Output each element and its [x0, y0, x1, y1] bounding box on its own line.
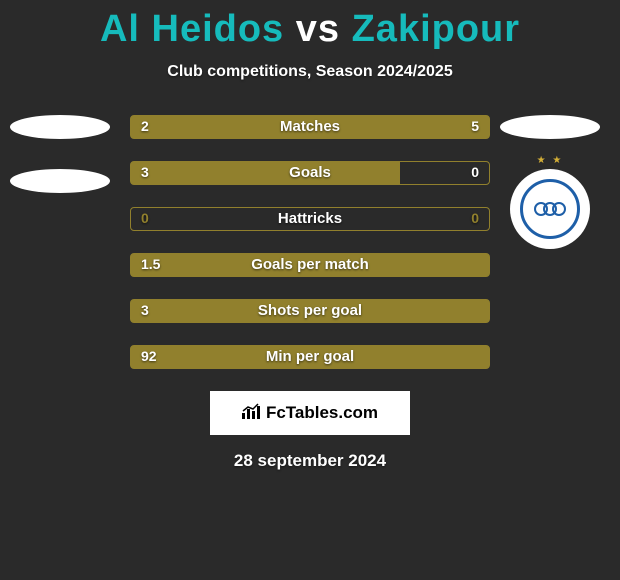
- stats-bars: 2 Matches 5 3 Goals 0 0 Hattricks 0 1.5 …: [130, 115, 490, 369]
- stat-label: Matches: [131, 116, 489, 138]
- stat-bar-goals: 3 Goals 0: [130, 161, 490, 185]
- comparison-content: ★ ★ 2 Matches 5 3 Goals 0 0: [0, 115, 620, 369]
- club-crest-icon: [520, 179, 580, 239]
- stat-right-value: 0: [471, 162, 479, 184]
- player-silhouette-icon: [500, 115, 600, 139]
- stat-label: Goals: [131, 162, 489, 184]
- chart-icon: [242, 403, 262, 424]
- stat-label: Shots per goal: [131, 300, 489, 322]
- club-stars-icon: ★ ★: [537, 155, 564, 166]
- subtitle: Club competitions, Season 2024/2025: [0, 63, 620, 81]
- club-badge: ★ ★: [510, 169, 590, 249]
- brand-logo: FcTables.com: [210, 391, 410, 435]
- stat-right-value: 5: [471, 116, 479, 138]
- stat-bar-min-per-goal: 92 Min per goal: [130, 345, 490, 369]
- vs-text: vs: [296, 8, 340, 50]
- stat-label: Hattricks: [131, 208, 489, 230]
- footer-date: 28 september 2024: [0, 451, 620, 471]
- page-title: Al Heidos vs Zakipour: [0, 0, 620, 51]
- player1-name: Al Heidos: [100, 8, 284, 50]
- player2-name: Zakipour: [352, 8, 520, 50]
- right-player-badges: ★ ★: [500, 115, 600, 249]
- stat-bar-matches: 2 Matches 5: [130, 115, 490, 139]
- stat-bar-shots-per-goal: 3 Shots per goal: [130, 299, 490, 323]
- stat-bar-goals-per-match: 1.5 Goals per match: [130, 253, 490, 277]
- left-player-badges: [10, 115, 110, 223]
- stat-label: Min per goal: [131, 346, 489, 368]
- stat-right-value: 0: [471, 208, 479, 230]
- stat-bar-hattricks: 0 Hattricks 0: [130, 207, 490, 231]
- player-silhouette-icon: [10, 115, 110, 139]
- brand-text: FcTables.com: [266, 403, 378, 423]
- stat-label: Goals per match: [131, 254, 489, 276]
- club-placeholder-icon: [10, 169, 110, 193]
